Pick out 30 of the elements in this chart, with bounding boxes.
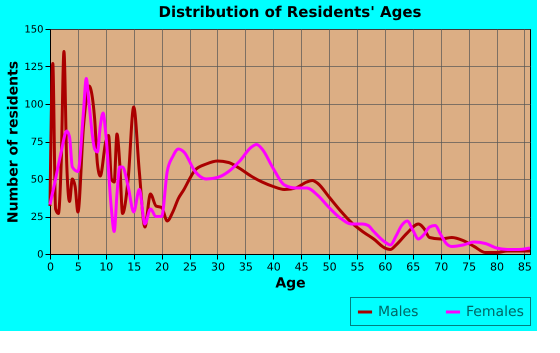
y-tick-label: 125 <box>24 62 44 73</box>
y-tick-label: 25 <box>30 212 44 223</box>
x-tick-label: 35 <box>238 260 253 274</box>
x-tick-label: 0 <box>47 260 54 274</box>
y-tick-label: 150 <box>24 24 44 36</box>
legend-label: Females <box>466 304 524 320</box>
x-tick-label: 75 <box>462 260 476 274</box>
x-tick-label: 20 <box>155 260 170 274</box>
x-axis-title: Age <box>275 276 306 292</box>
y-tick-label: 50 <box>30 174 44 186</box>
y-tick-label: 0 <box>37 250 44 260</box>
x-tick-label: 80 <box>490 260 504 274</box>
x-tick-label: 15 <box>127 260 142 274</box>
x-tick-label: 30 <box>210 260 225 274</box>
x-tick-label: 45 <box>294 260 309 274</box>
x-tick-label: 40 <box>266 260 281 274</box>
y-axis-title: Number of residents <box>5 60 22 224</box>
x-tick-label: 50 <box>322 260 337 274</box>
x-tick-label: 85 <box>518 260 532 274</box>
x-tick-label: 25 <box>183 260 198 274</box>
x-tick-label: 60 <box>378 260 392 274</box>
x-tick-label: 70 <box>434 260 448 274</box>
x-tick-label: 55 <box>350 260 364 274</box>
legend-label: Males <box>378 304 418 320</box>
y-tick-label: 75 <box>30 137 44 148</box>
x-tick-label: 5 <box>74 260 82 274</box>
x-tick-label: 65 <box>406 260 420 274</box>
x-tick-label: 10 <box>99 260 114 274</box>
y-tick-label: 100 <box>24 100 44 110</box>
chart-title: Distribution of Residents' Ages <box>158 3 422 21</box>
